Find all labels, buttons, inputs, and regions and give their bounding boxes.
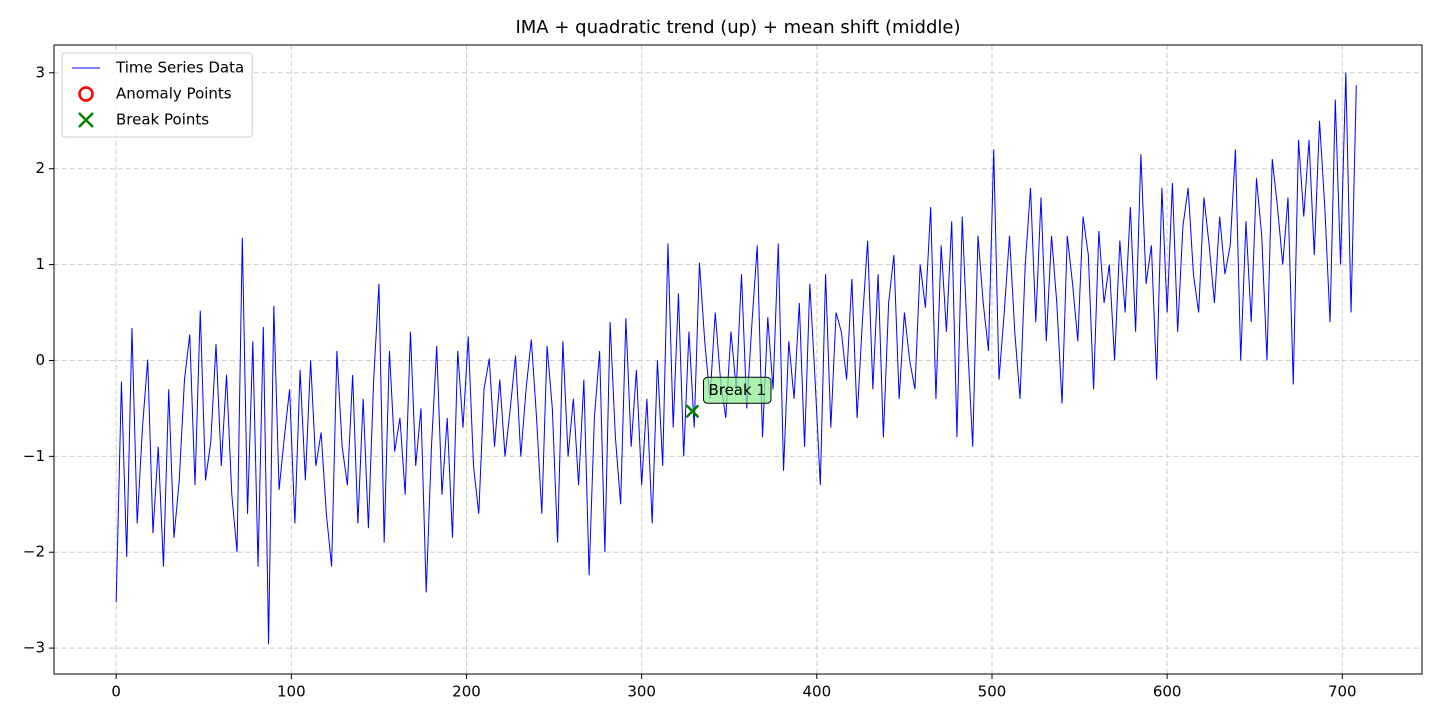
- legend-label: Time Series Data: [115, 59, 244, 77]
- x-tick-label: 400: [803, 683, 832, 701]
- x-tick-label: 500: [978, 683, 1007, 701]
- plot-frame: [53, 44, 1423, 675]
- legend-marker: [78, 86, 94, 102]
- annotation: Break 1: [702, 376, 772, 404]
- y-tick-label: −3: [23, 639, 45, 657]
- legend-label: Anomaly Points: [116, 85, 232, 103]
- y-tick-label: −1: [23, 447, 45, 465]
- x-tick-label: 100: [277, 683, 306, 701]
- annotation-box: [702, 376, 772, 404]
- y-tick-label: 2: [35, 159, 45, 177]
- x-tick-label: 300: [627, 683, 656, 701]
- x-tick-label: 600: [1153, 683, 1182, 701]
- y-tick-label: −2: [23, 543, 45, 561]
- break-point: [685, 404, 700, 419]
- legend: Time Series Data Anomaly Points Break Poin…: [61, 52, 253, 138]
- y-tick-label: 3: [35, 63, 45, 81]
- x-tick-label: 0: [111, 683, 121, 701]
- x-tick-label: 200: [452, 683, 481, 701]
- annotation-label: Break 1: [708, 381, 766, 399]
- x-tick-label: 700: [1328, 683, 1357, 701]
- y-tick-label: 0: [35, 351, 45, 369]
- chart-title: IMA + quadratic trend (up) + mean shift …: [515, 17, 960, 38]
- legend-label: Break Points: [116, 111, 209, 129]
- y-tick-label: 1: [35, 255, 45, 273]
- legend-box: [61, 52, 253, 138]
- legend-marker: [78, 112, 94, 128]
